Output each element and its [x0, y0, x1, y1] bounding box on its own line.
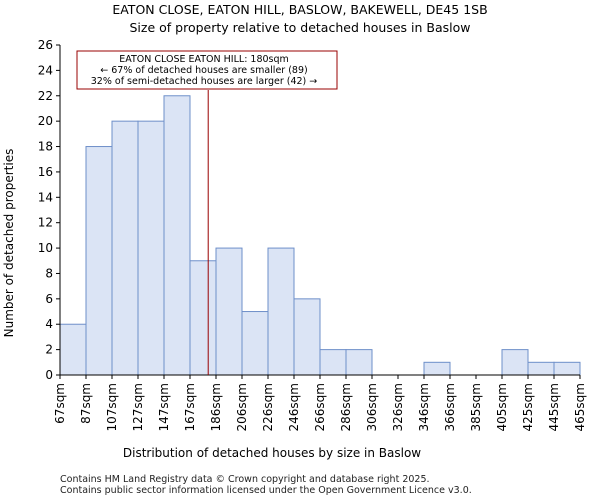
x-axis-label: Distribution of detached houses by size … [123, 446, 421, 460]
chart-title: EATON CLOSE, EATON HILL, BASLOW, BAKEWEL… [112, 2, 487, 17]
x-tick-label: 107sqm [105, 383, 119, 431]
x-tick-label: 366sqm [443, 383, 457, 431]
x-tick-label: 186sqm [209, 383, 223, 431]
annotation-line-3: 32% of semi-detached houses are larger (… [91, 76, 318, 87]
y-axis-label: Number of detached properties [2, 149, 16, 338]
x-tick-label: 87sqm [79, 383, 93, 424]
y-tick-label: 22 [38, 89, 53, 103]
annotation-line-2: ← 67% of detached houses are smaller (89… [100, 65, 307, 76]
y-tick-label: 16 [38, 165, 53, 179]
bars-layer [59, 95, 581, 376]
x-tick-label: 445sqm [547, 383, 561, 431]
bar-346sqm [423, 361, 451, 376]
bar-286sqm [345, 349, 373, 376]
x-tick-label: 67sqm [53, 383, 67, 424]
y-tick-label: 2 [45, 343, 53, 357]
x-tick-label: 346sqm [417, 383, 431, 431]
y-tick-label: 0 [45, 368, 53, 382]
chart-subtitle: Size of property relative to detached ho… [129, 20, 470, 35]
bar-226sqm [267, 247, 295, 376]
annotation-box: EATON CLOSE EATON HILL: 180sqm ← 67% of … [76, 50, 338, 90]
y-tick-label: 12 [38, 216, 53, 230]
bar-127sqm [137, 120, 165, 376]
y-tick-label: 6 [45, 292, 53, 306]
x-tick-label: 206sqm [235, 383, 249, 431]
y-tick-label: 14 [38, 190, 53, 204]
annotation-frame [76, 50, 338, 90]
bar-206sqm [241, 311, 269, 376]
bar-107sqm [111, 120, 139, 376]
bar-186sqm [215, 247, 243, 376]
bar-405sqm [501, 349, 529, 376]
footer-licence: Contains public sector information licen… [60, 485, 472, 496]
y-tick-label: 8 [45, 266, 53, 280]
bar-266sqm [319, 349, 347, 376]
x-tick-label: 147sqm [157, 383, 171, 431]
x-tick-label: 405sqm [495, 383, 509, 431]
bar-87sqm [85, 146, 113, 376]
x-ticks: 67sqm 87sqm 107sqm 127sqm 147sqm 167sqm 186sqm… [53, 375, 587, 431]
x-tick-label: 465sqm [573, 383, 587, 431]
x-tick-label: 306sqm [365, 383, 379, 431]
x-tick-label: 385sqm [469, 383, 483, 431]
bar-147sqm [163, 95, 191, 376]
x-tick-label: 127sqm [131, 383, 145, 431]
x-tick-label: 266sqm [313, 383, 327, 431]
bar-246sqm [293, 298, 321, 376]
y-tick-label: 4 [45, 317, 53, 331]
x-tick-label: 286sqm [339, 383, 353, 431]
footer-copyright: Contains HM Land Registry data © Crown c… [60, 474, 430, 485]
x-tick-label: 226sqm [261, 383, 275, 431]
y-tick-label: 24 [38, 63, 53, 77]
x-tick-label: 425sqm [521, 383, 535, 431]
annotation-line-1: EATON CLOSE EATON HILL: 180sqm [119, 54, 289, 65]
bar-67sqm [59, 323, 87, 376]
y-tick-label: 18 [38, 140, 53, 154]
y-tick-label: 10 [38, 241, 53, 255]
bar-167sqm [189, 260, 217, 376]
y-tick-label: 20 [38, 114, 53, 128]
x-tick-label: 246sqm [287, 383, 301, 431]
x-tick-label: 167sqm [183, 383, 197, 431]
bar-445sqm [553, 361, 581, 376]
y-tick-label: 26 [38, 38, 53, 52]
x-tick-label: 326sqm [391, 383, 405, 431]
bar-425sqm [527, 361, 555, 376]
